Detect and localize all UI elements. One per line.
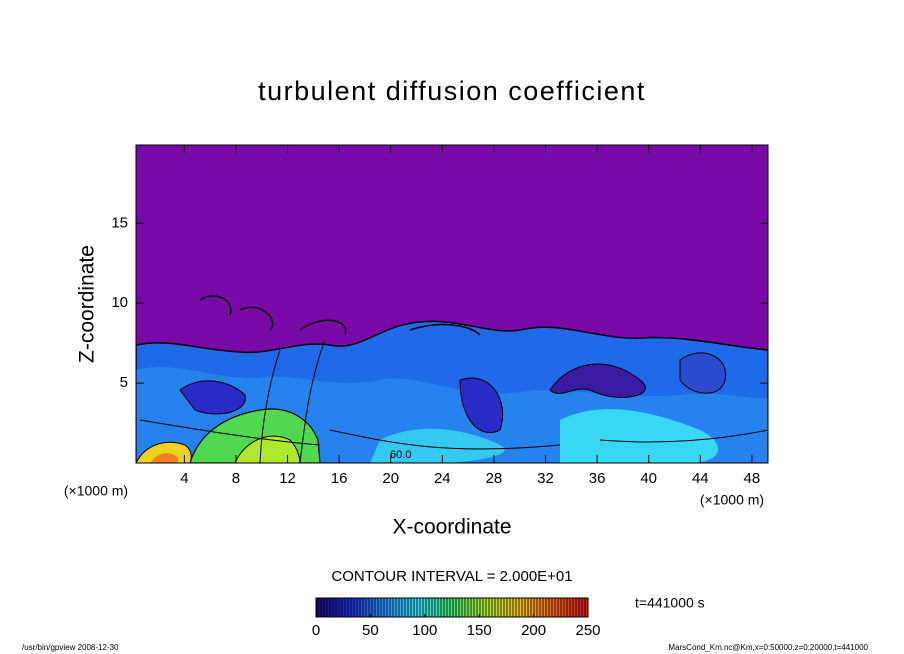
x-tick-label: 32 xyxy=(537,470,554,487)
x-axis-label: X-coordinate xyxy=(392,516,511,539)
x-tick-label: 44 xyxy=(692,470,709,487)
colorbar-tick-label: 50 xyxy=(362,622,379,639)
x-unit-label: (×1000 m) xyxy=(64,483,128,499)
x-unit-label: (×1000 m) xyxy=(700,492,764,508)
colorbar-frame xyxy=(315,597,589,618)
x-tick-label: 4 xyxy=(180,470,188,487)
x-tick-label: 20 xyxy=(382,470,399,487)
colorbar-tick-label: 100 xyxy=(412,622,437,639)
x-tick-label: 16 xyxy=(331,470,348,487)
colorbar-tick-label: 200 xyxy=(521,622,546,639)
y-tick-label: 10 xyxy=(111,294,128,311)
colorbar-tick-label: 0 xyxy=(312,622,320,639)
colorbar-tick-label: 150 xyxy=(467,622,492,639)
x-tick-label: 28 xyxy=(486,470,503,487)
x-tick-label: 8 xyxy=(232,470,240,487)
x-tick-label: 48 xyxy=(744,470,761,487)
x-tick-label: 24 xyxy=(434,470,451,487)
footer-right: MarsCond_Km.nc@Km,x=0:50000,z=0:20000,t=… xyxy=(668,643,868,652)
footer-left: /usr/bin/gpview 2008-12-30 xyxy=(22,643,119,652)
time-label: t=441000 s xyxy=(635,595,705,611)
contour-label: 60.0 xyxy=(390,449,411,461)
x-tick-label: 36 xyxy=(589,470,606,487)
colorbar-tick-label: 250 xyxy=(575,622,600,639)
x-tick-label: 12 xyxy=(279,470,296,487)
x-tick-label: 40 xyxy=(640,470,657,487)
contour-field: 60.0 xyxy=(136,145,768,463)
contour-interval: CONTOUR INTERVAL = 2.000E+01 xyxy=(331,568,572,585)
y-axis-label: Z-coordinate xyxy=(76,245,99,363)
plot-frame xyxy=(135,144,769,464)
y-tick-label: 5 xyxy=(120,374,128,391)
chart-title: turbulent diffusion coefficient xyxy=(258,76,646,106)
y-tick-label: 15 xyxy=(111,214,128,231)
